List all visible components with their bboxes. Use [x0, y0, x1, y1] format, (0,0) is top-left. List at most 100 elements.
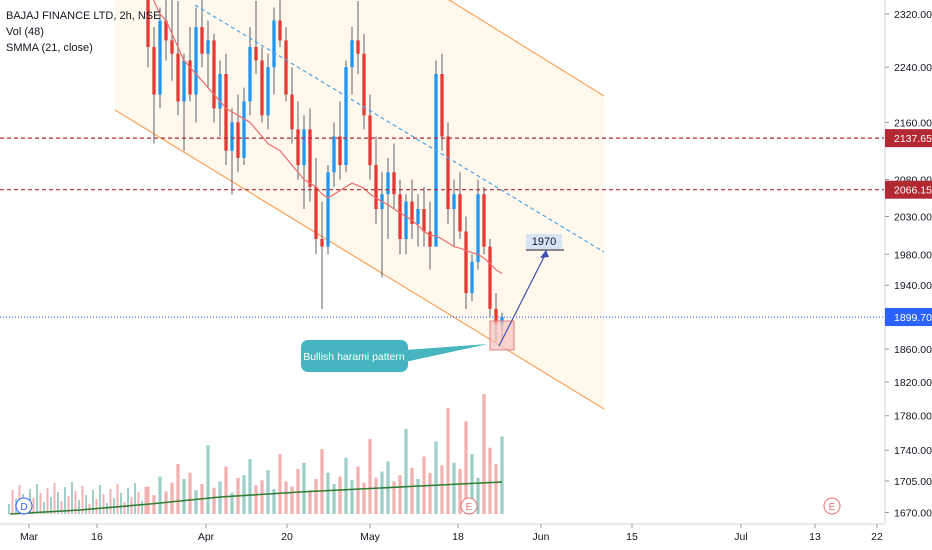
volume-bar — [182, 479, 186, 514]
volume-bar — [102, 494, 105, 514]
volume-bar — [81, 486, 84, 514]
candle-body — [482, 194, 486, 247]
candle-body — [236, 122, 240, 158]
volume-bar — [434, 441, 438, 514]
event-marker — [15, 497, 33, 515]
callout-pointer — [405, 344, 488, 362]
candle-body — [146, 0, 150, 48]
volume-bar — [410, 467, 414, 514]
time-axis-tick-label: May — [360, 531, 381, 543]
event-marker-label: E — [829, 502, 836, 513]
time-axis-tick-label: 22 — [871, 531, 883, 543]
volume-bar — [43, 502, 45, 514]
candle-body — [356, 40, 360, 54]
legend-symbol[interactable]: BAJAJ FINANCE LTD, 2h, NSE — [6, 10, 161, 22]
volume-bar — [64, 487, 66, 514]
volume-bar — [494, 464, 498, 514]
event-marker-label: D — [20, 502, 27, 513]
volume-bar — [356, 466, 360, 514]
price-axis-tick-label: 1820.00 — [894, 377, 932, 389]
volume-bar — [8, 504, 10, 514]
candle-body — [392, 172, 396, 195]
time-axis-tick-label: Jul — [734, 531, 747, 543]
candle-body — [332, 136, 336, 173]
volume-bar — [482, 394, 486, 514]
candle-body — [350, 40, 354, 68]
candle-body — [302, 129, 306, 166]
event-marker — [460, 497, 478, 515]
candle-body — [368, 115, 372, 166]
candle-body — [188, 60, 192, 95]
volume-bar — [116, 484, 119, 514]
channel-fill — [115, 0, 604, 409]
volume-bar — [368, 439, 372, 514]
volume-bar — [302, 462, 306, 514]
volume-bar — [137, 492, 140, 514]
volume-bar — [224, 466, 228, 514]
price-axis-tick-label: 2240.00 — [894, 62, 932, 74]
volume-bar — [32, 498, 35, 514]
volume-bar — [362, 482, 366, 514]
volume-bar — [398, 475, 402, 514]
volume-bar — [113, 498, 115, 514]
time-axis-tick-label: 16 — [91, 531, 103, 543]
volume-bar — [188, 472, 192, 514]
price-line-axis-label: 1899.70 — [894, 312, 932, 324]
volume-bar — [272, 489, 276, 514]
price-axis-tick-label: 2160.00 — [894, 117, 932, 129]
time-axis-tick-label: 15 — [626, 531, 638, 543]
candle-body — [386, 172, 390, 195]
legend-smma[interactable]: SMMA (21, close) — [6, 42, 93, 54]
volume-bar — [39, 493, 42, 514]
candle-body — [362, 53, 366, 116]
legend-volume[interactable]: Vol (48) — [6, 26, 44, 38]
candle-body — [158, 20, 162, 95]
candle-body — [242, 101, 246, 158]
smma-line — [153, 0, 503, 275]
candle-body — [290, 94, 294, 130]
price-axis-tick-label: 1670.00 — [894, 507, 932, 519]
volume-bar — [326, 472, 330, 514]
candle-body — [440, 73, 444, 137]
candle-body — [428, 231, 432, 247]
candle-body — [200, 27, 204, 54]
price-line-axis-label-bg — [885, 308, 932, 327]
volume-bar — [428, 472, 432, 514]
trendline-dashed — [194, 4, 605, 253]
candle-body — [320, 239, 324, 247]
volume-bar — [50, 497, 52, 514]
candle-body — [458, 194, 462, 232]
volume-bar — [440, 465, 444, 514]
price-axis-tick-label: 1980.00 — [894, 249, 932, 261]
volume-bar — [278, 454, 282, 514]
volume-bar — [380, 471, 384, 514]
volume-bar — [67, 496, 70, 514]
volume-bar — [46, 488, 49, 514]
candle-body — [296, 129, 300, 166]
volume-bar — [109, 489, 112, 514]
projection-arrow-line — [498, 252, 547, 347]
volume-bar — [152, 495, 156, 514]
volume-bar — [120, 493, 122, 514]
candle-body — [224, 73, 228, 151]
volume-bar — [176, 464, 180, 514]
time-axis-tick-label: Mar — [20, 531, 39, 543]
channel-lower-line — [114, 109, 605, 410]
volume-bar — [332, 484, 336, 514]
volume-bar — [99, 485, 101, 514]
volume-bar — [127, 488, 129, 514]
candle-body — [212, 40, 216, 109]
price-axis-tick-label: 2030.00 — [894, 211, 932, 223]
volume-bar — [60, 501, 63, 514]
volume-bar — [500, 436, 504, 514]
candle-body — [194, 27, 198, 95]
candles-group — [146, 0, 504, 341]
candle-body — [182, 60, 186, 102]
volume-bar — [57, 492, 59, 514]
candle-body — [446, 136, 450, 210]
volume-bar — [144, 487, 147, 514]
candle-body — [254, 47, 258, 61]
volume-ma-line — [9, 481, 503, 515]
